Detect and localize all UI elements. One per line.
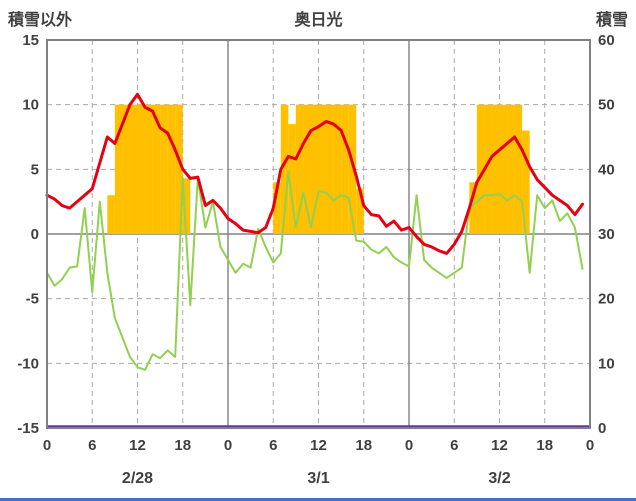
- left-tick-label: 5: [31, 161, 39, 178]
- x-tick-label: 12: [129, 437, 146, 454]
- plot-border: [46, 39, 591, 429]
- x-tick-label: 18: [174, 437, 191, 454]
- right-tick-label: 50: [598, 97, 615, 114]
- green-line: [46, 170, 584, 371]
- x-tick-label: 18: [355, 437, 372, 454]
- left-tick-label: -5: [26, 291, 39, 308]
- right-tick-label: 30: [598, 226, 615, 243]
- left-tick-label: 15: [22, 32, 39, 49]
- right-axis-title: 積雪: [595, 12, 628, 29]
- date-label: 3/1: [307, 470, 329, 487]
- chart-title: 奥日光: [294, 12, 343, 29]
- sunshine-bars: [107, 104, 530, 235]
- date-label: 3/2: [488, 470, 510, 487]
- right-tick-label: 20: [598, 291, 615, 308]
- x-tick-label: 12: [310, 437, 327, 454]
- left-tick-label: -15: [17, 420, 39, 437]
- x-tick-label: 0: [586, 437, 594, 454]
- right-tick-label: 10: [598, 355, 615, 372]
- left-tick-label: 10: [22, 97, 39, 114]
- x-tick-label: 18: [536, 437, 553, 454]
- left-axis-title: 積雪以外: [8, 12, 73, 29]
- x-tick-label: 0: [43, 437, 51, 454]
- x-tick-label: 12: [491, 437, 508, 454]
- red-line: [45, 92, 584, 255]
- left-tick-label: 0: [31, 226, 39, 243]
- right-tick-label: 60: [598, 32, 615, 49]
- x-tick-label: 0: [405, 437, 413, 454]
- x-tick-label: 6: [269, 437, 277, 454]
- bottom-border-line: [0, 498, 636, 501]
- left-tick-label: -10: [17, 355, 39, 372]
- x-tick-label: 6: [450, 437, 458, 454]
- x-tick-label: 6: [88, 437, 96, 454]
- right-tick-label: 0: [598, 420, 606, 437]
- right-tick-label: 40: [598, 161, 615, 178]
- date-label: 2/28: [122, 470, 153, 487]
- x-tick-label: 0: [224, 437, 232, 454]
